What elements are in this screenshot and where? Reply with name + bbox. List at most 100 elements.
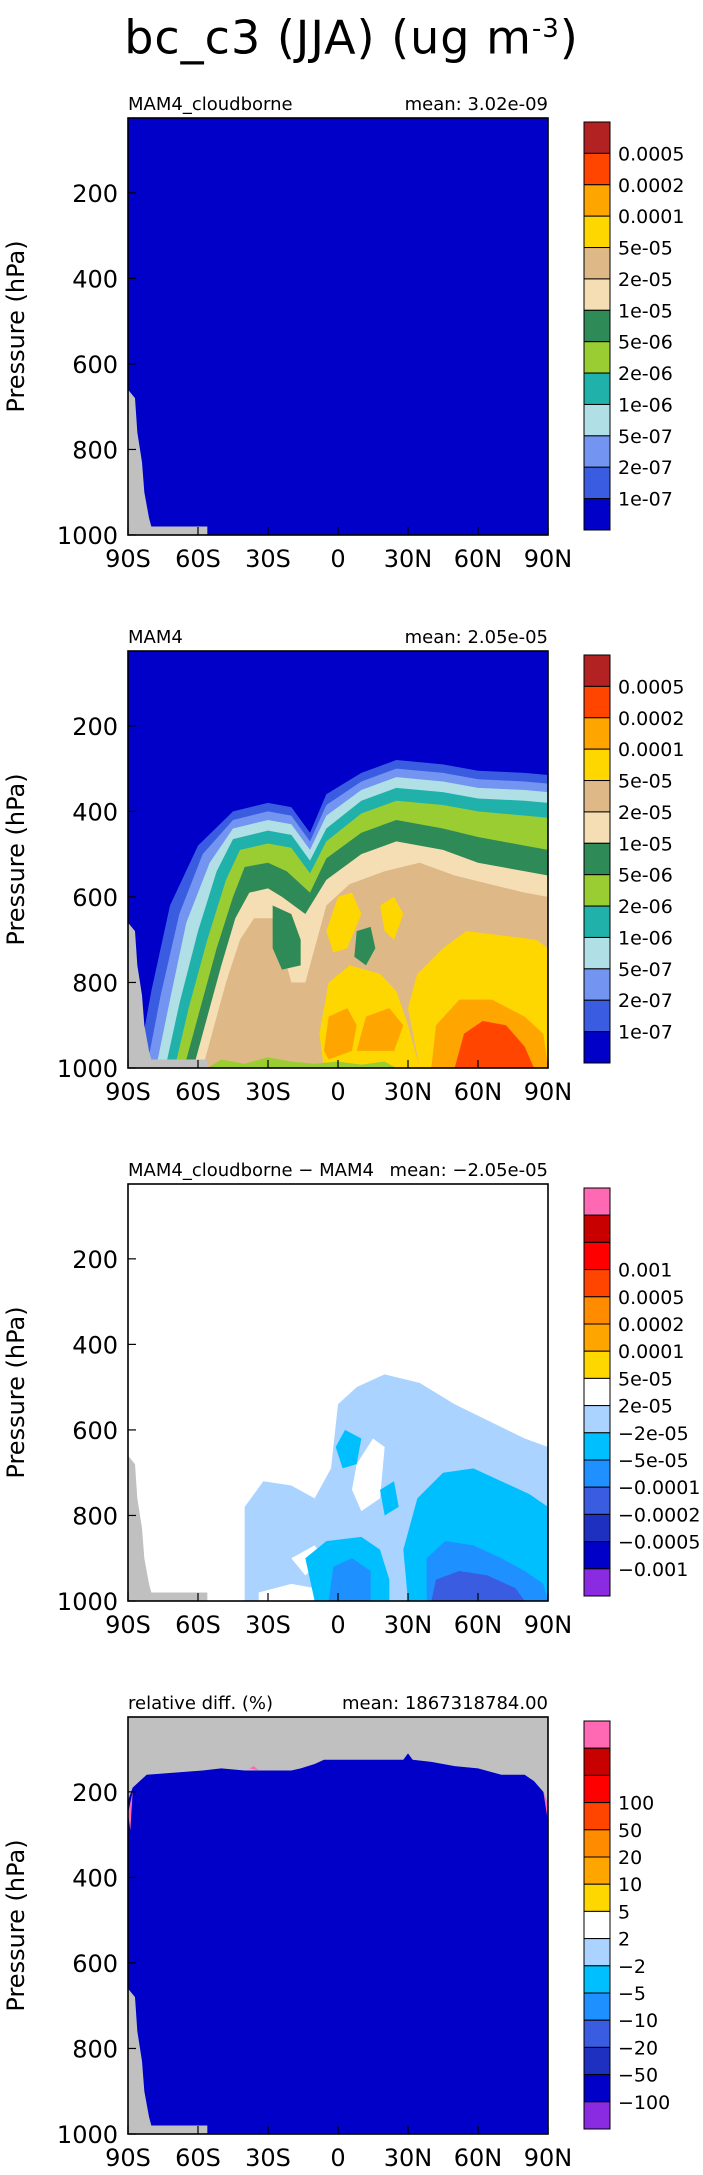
topography: [128, 1988, 208, 2134]
colorbar-label: 0.0002: [618, 1314, 684, 1336]
colorbar-label: 0.0001: [618, 206, 684, 228]
colorbar-label: 1e-05: [618, 300, 673, 322]
y-tick-label: 400: [72, 1864, 118, 1892]
colorbar-box: [583, 1323, 611, 1352]
y-tick-label: 400: [72, 265, 118, 293]
colorbar-label: −20: [618, 2037, 658, 2059]
x-tick-label: 0: [330, 1078, 345, 1106]
panel-title: relative diff. (%): [128, 1693, 273, 1714]
colorbar-label: 10: [618, 1874, 642, 1896]
panel-4: relative diff. (%) mean: 1867318784.00 90S…: [2, 1693, 670, 2172]
colorbar-box: [583, 999, 611, 1033]
colorbar-box: [583, 842, 611, 876]
colorbar-box: [583, 1568, 611, 1597]
colorbar-box: [583, 2101, 611, 2130]
colorbar-label: 0.0001: [618, 1341, 684, 1363]
y-tick-label: 400: [72, 798, 118, 826]
topography: [128, 389, 208, 535]
colorbar-box: [583, 1031, 611, 1064]
contour-neg-1e4-a: [328, 1558, 371, 1601]
colorbar-box: [583, 1296, 611, 1325]
colorbar-label: 5: [618, 1901, 630, 1923]
field: [128, 118, 548, 535]
x-tick-label: 90S: [105, 1078, 151, 1106]
colorbar-box: [583, 215, 611, 249]
x-tick-label: 30S: [245, 545, 291, 573]
colorbar-box: [583, 1214, 611, 1243]
x-tick-label: 90N: [524, 1611, 573, 1639]
colorbar-box: [583, 654, 611, 687]
contour-redorange: [454, 1020, 534, 1068]
colorbar-label: 1e-06: [618, 394, 673, 416]
colorbar-box: [583, 278, 611, 311]
colorbar-label: 1e-05: [618, 833, 673, 855]
panel-2: MAM4 mean: 2.05e-05 90S 60S 30S 0 30N 60N 90N 200…: [2, 627, 684, 1106]
y-tick-label: 200: [72, 1246, 118, 1274]
colorbar-box: [583, 466, 611, 500]
colorbar-label: 20: [618, 1847, 642, 1869]
figure-title: bc_c3 (JJA) (ug m-3): [124, 10, 579, 65]
field-fill: [128, 118, 548, 535]
colorbar-box: [583, 184, 611, 217]
colorbar-label: 5e-07: [618, 426, 673, 448]
colorbar-box: [583, 1774, 611, 1804]
x-tick-label: 90S: [105, 2144, 151, 2172]
colorbar-label: 2: [618, 1929, 630, 1951]
colorbar-box: [583, 1965, 611, 1994]
surface-band: [207, 1057, 397, 1068]
x-tick-label: 0: [330, 1611, 345, 1639]
colorbar-box: [583, 1720, 611, 1749]
field: [128, 1717, 548, 2134]
colorbar-label: 1e-06: [618, 927, 673, 949]
y-tick-label: 1000: [57, 1588, 118, 1616]
x-tick-label: 60S: [175, 545, 221, 573]
colorbar-box: [583, 685, 611, 719]
colorbar-box: [583, 811, 611, 844]
colorbar-box: [583, 372, 611, 405]
contour-yellow-d: [380, 896, 404, 940]
colorbar-label: 2e-05: [618, 269, 673, 291]
colorbar-box: [583, 309, 611, 343]
colorbar-box: [583, 1187, 611, 1216]
topography: [128, 1455, 208, 1601]
x-tick-label: 90N: [524, 545, 573, 573]
colorbar-label: −0.0001: [618, 1477, 700, 1499]
colorbar-label: 2e-05: [618, 1396, 673, 1418]
x-tick-label: 30N: [384, 2144, 433, 2172]
colorbar-label: 2e-06: [618, 363, 673, 385]
colorbar-label: 0.0005: [618, 1287, 684, 1309]
colorbar-box: [583, 717, 611, 750]
x-tick-label: 60S: [175, 1078, 221, 1106]
panel-mean: mean: −2.05e-05: [390, 1160, 548, 1181]
field-fill: [128, 1717, 548, 2134]
contour-band-inner-a: [272, 905, 301, 970]
panel-mean: mean: 3.02e-09: [405, 94, 548, 115]
colorbar-label: −5: [618, 1983, 646, 2005]
y-tick-label: 600: [72, 1950, 118, 1978]
contour-orange-b: [356, 1008, 404, 1051]
colorbar-label: 50: [618, 1820, 642, 1842]
colorbar-label: 0.0002: [618, 708, 684, 730]
colorbar-label: 100: [618, 1793, 654, 1815]
colorbar-box: [583, 1992, 611, 2021]
colorbar-label: −0.0005: [618, 1532, 700, 1554]
colorbar-box: [583, 1486, 611, 1515]
x-tick-label: 60N: [454, 545, 503, 573]
colorbar-label: −10: [618, 2010, 658, 2032]
panel-3: MAM4_cloudborne − MAM4 mean: −2.05e-05 90S…: [2, 1160, 700, 1639]
colorbar-label: 2e-07: [618, 457, 673, 479]
colorbar-label: 2e-05: [618, 802, 673, 824]
y-axis-label: Pressure (hPa): [2, 1839, 30, 2011]
x-tick-label: 30S: [245, 1611, 291, 1639]
colorbar-box: [583, 1802, 611, 1831]
contour-zero-a: [352, 1438, 385, 1512]
y-tick-label: 200: [72, 713, 118, 741]
colorbar-box: [583, 341, 611, 374]
colorbar-box: [583, 1938, 611, 1967]
x-tick-label: 60N: [454, 1611, 503, 1639]
colorbar-label: −2e-05: [618, 1423, 689, 1445]
panel-mean: mean: 1867318784.00: [342, 1693, 548, 1714]
colorbar-box: [583, 905, 611, 938]
y-tick-label: 400: [72, 1331, 118, 1359]
